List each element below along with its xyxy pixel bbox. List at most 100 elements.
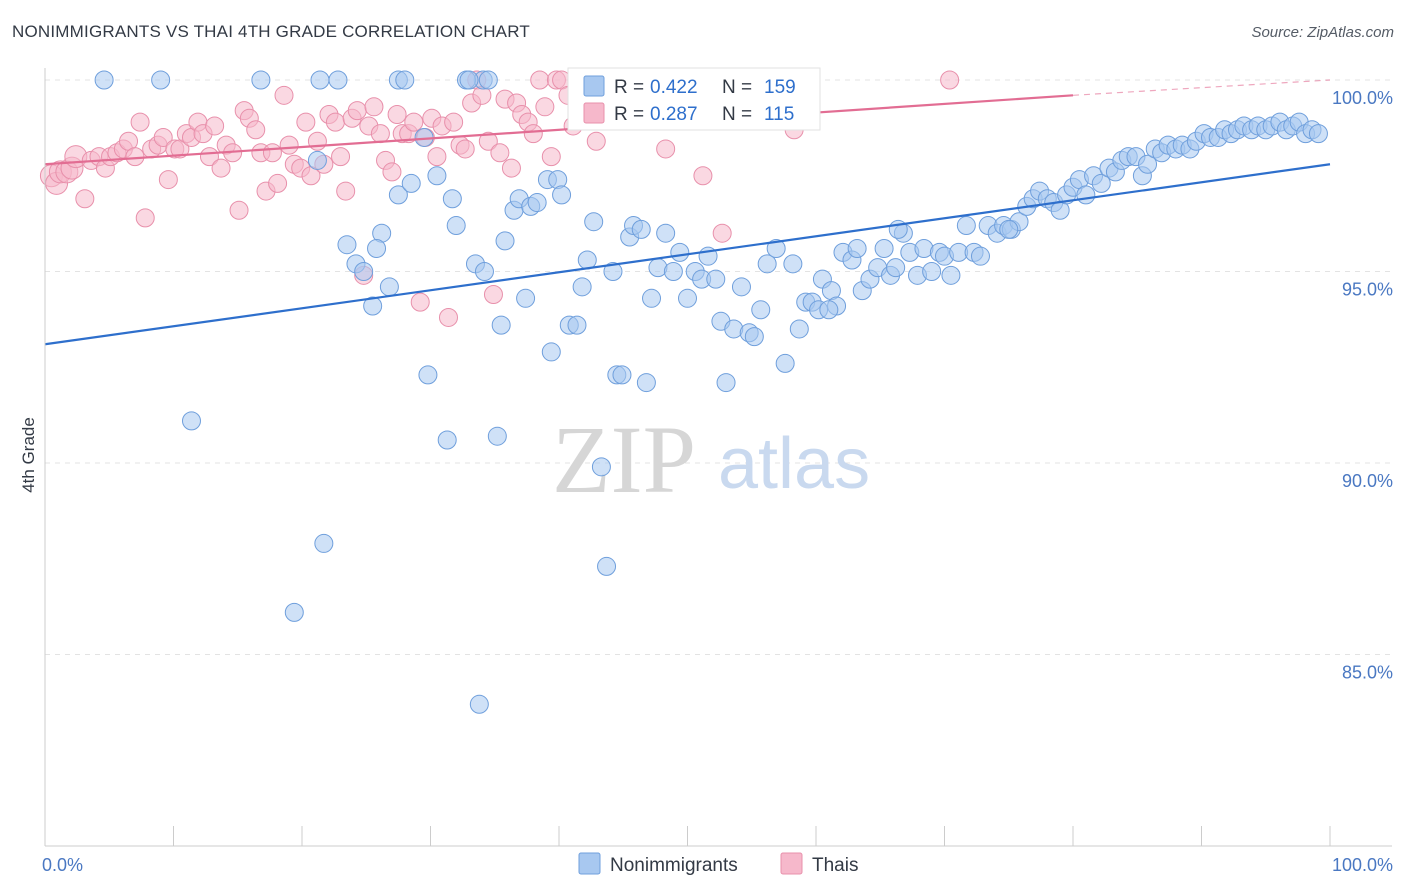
legend-n-value-thais: 115 [764, 104, 794, 125]
thais-point-28 [205, 116, 225, 136]
legend-inset-box [567, 67, 821, 131]
nonimmigrants-point-63 [678, 288, 697, 308]
thais-point-114 [940, 70, 960, 90]
thais-point-67 [427, 147, 447, 167]
thais-point-51 [336, 181, 356, 201]
nonimmigrants-point-67 [706, 269, 726, 289]
axes [44, 68, 1392, 847]
nonimmigrants-point-46 [572, 277, 592, 297]
nonimmigrants-point-12 [363, 296, 383, 316]
nonimmigrants-point-49 [591, 457, 611, 477]
nonimmigrants-point-14 [388, 185, 408, 205]
nonimmigrants-point-22 [418, 365, 438, 385]
nonimmigrants-point-74 [751, 300, 771, 320]
nonimmigrants-point-11 [314, 533, 334, 553]
x-tick-labels: 0.0% 100.0% [42, 855, 1393, 875]
nonimmigrants-point-10 [284, 602, 304, 622]
nonimmigrants-point-130 [1138, 154, 1158, 174]
nonimmigrants-point-45 [567, 315, 587, 335]
thais-point-29 [211, 158, 231, 178]
thais-point-76 [478, 131, 498, 151]
thais-point-19 [153, 127, 173, 147]
chart-source: Source: ZipAtlas.com [1251, 24, 1394, 41]
nonimmigrants-point-26 [446, 216, 466, 236]
thais-point-87 [541, 147, 561, 167]
nonimmigrants-point-50 [597, 556, 617, 576]
legend-n-label-thais: N = [722, 104, 752, 125]
thais-point-46 [307, 131, 327, 151]
legend-bottom-label-thais: Thais [812, 855, 858, 876]
nonimmigrants-point-8 [478, 70, 498, 90]
legend-n-value-nonimmigrants: 159 [764, 77, 796, 98]
y-tick-label-0: 100.0% [1332, 88, 1393, 108]
nonimmigrants-point-88 [847, 239, 867, 259]
thais-point-53 [347, 101, 367, 121]
thais-point-60 [387, 104, 407, 124]
nonimmigrants-point-17 [337, 235, 357, 255]
nonimmigrants-point-106 [970, 246, 990, 266]
trend-line-nonimmigrants [44, 163, 1331, 346]
legend-r-value-nonimmigrants: 0.422 [650, 77, 698, 98]
thais-point-38 [262, 143, 282, 163]
nonimmigrants-point-41 [541, 342, 561, 362]
thais-point-63 [404, 112, 424, 132]
x-tick-label-1: 100.0% [1332, 855, 1393, 875]
thais-point-35 [246, 120, 266, 140]
nonimmigrants-point-99 [922, 262, 942, 281]
nonimmigrants-point-71 [731, 277, 751, 297]
y-tick-label-2: 90.0% [1342, 471, 1393, 491]
nonimmigrants-point-19 [354, 262, 374, 281]
thais-point-59 [382, 162, 402, 182]
nonimmigrants-point-157 [819, 300, 839, 320]
thais-point-32 [229, 200, 249, 220]
legend-swatch-nonimmigrants [583, 75, 605, 97]
thais-point-84 [523, 124, 543, 144]
nonimmigrants-point-33 [491, 315, 511, 335]
watermark: ZIP atlas [552, 406, 870, 513]
nonimmigrants-point-51 [603, 262, 623, 281]
nonimmigrants-point-2 [251, 70, 271, 90]
legend-bottom-label-nonimmigrants: Nonimmigrants [610, 855, 738, 876]
trend-line-thais-extension [1072, 79, 1331, 96]
thais-point-40 [274, 85, 294, 105]
nonimmigrants-point-123 [1091, 173, 1111, 193]
legend-r-value-thais: 0.287 [650, 104, 698, 125]
legend-bottom: Nonimmigrants Thais [578, 852, 858, 876]
nonimmigrants-point-15 [401, 173, 421, 193]
thais-point-85 [530, 70, 550, 90]
nonimmigrants-point-69 [716, 373, 736, 393]
nonimmigrants-point-73 [744, 327, 764, 347]
nonimmigrants-point-56 [631, 219, 651, 239]
legend-bottom-swatch-thais [780, 852, 803, 875]
nonimmigrants-point-76 [766, 239, 786, 259]
trend-line-thais [44, 94, 1074, 166]
y-axis-label: 4th Grade [19, 417, 38, 493]
nonimmigrants-point-79 [789, 319, 809, 339]
legend-n-label-nonimmigrants: N = [722, 77, 752, 98]
nonimmigrants-point-1 [151, 70, 171, 90]
thais-point-16 [135, 208, 155, 228]
thais-point-56 [364, 97, 384, 117]
thais-point-78 [490, 143, 510, 163]
nonimmigrants-point-23 [427, 166, 447, 186]
thais-point-95 [586, 131, 606, 151]
nonimmigrants-point-62 [670, 242, 690, 262]
thais-point-49 [325, 112, 345, 132]
nonimmigrants-point-3 [310, 70, 330, 90]
nonimmigrants-point-156 [307, 150, 327, 170]
nonimmigrants-point-61 [663, 262, 683, 281]
nonimmigrants-point-47 [577, 250, 597, 270]
nonimmigrants-point-75 [757, 254, 777, 274]
nonimmigrants-point-32 [487, 426, 507, 446]
nonimmigrants-point-155 [1308, 124, 1328, 144]
y-tick-labels: 100.0% 95.0% 90.0% 85.0% [1332, 88, 1393, 683]
thais-point-86 [535, 97, 555, 117]
thais-point-39 [268, 173, 288, 193]
nonimmigrants-point-24 [437, 430, 457, 450]
thais-point-107 [656, 139, 676, 159]
nonimmigrants-point-4 [328, 70, 348, 90]
thais-point-6 [75, 189, 95, 209]
trend-lines [44, 79, 1331, 346]
nonimmigrants-point-57 [636, 373, 656, 393]
